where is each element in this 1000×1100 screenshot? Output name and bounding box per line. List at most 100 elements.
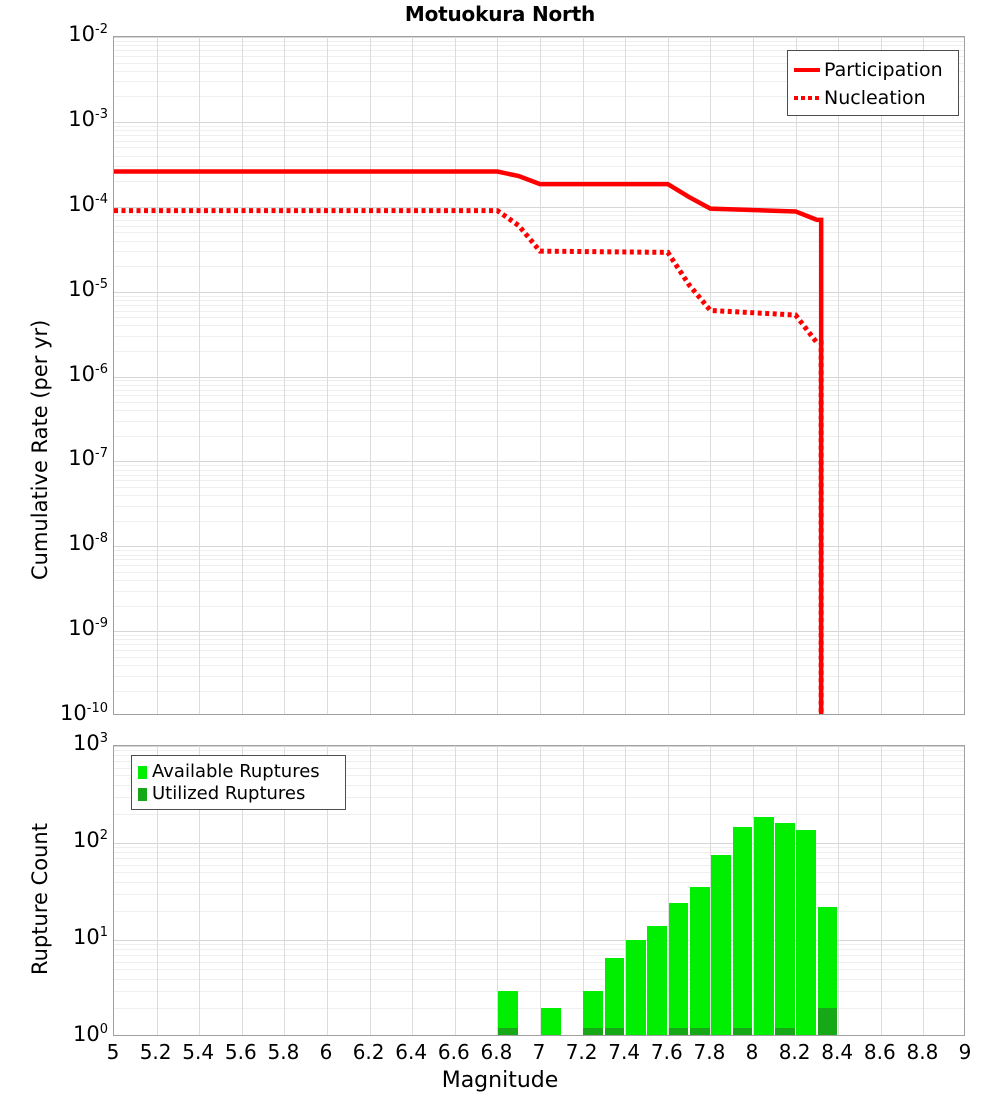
bar-available [753,817,774,1035]
gridline-minor [114,140,964,142]
gridline-minor [114,605,964,607]
x-tick-label: 8.6 [863,1040,896,1064]
gridline-minor [114,225,964,227]
bar-available [626,940,646,1035]
bar-available [732,827,753,1035]
gridline-vertical [412,746,414,1035]
rate-curves [114,169,824,714]
gridline-minor [114,910,964,912]
legend-label-nucleation: Nucleation [824,86,926,109]
gridline-minor [114,813,964,815]
gridline-vertical [625,37,627,714]
gridline-minor [114,639,964,641]
gridline-vertical [497,37,499,714]
gridline-minor [114,310,964,312]
y-tick-label: 103 [72,731,108,755]
gridline-minor [114,336,964,337]
bar-available [604,958,625,1035]
x-tick-label: 6.8 [480,1040,513,1064]
gridline-major [114,206,964,208]
page-title: Motuokura North [404,2,596,26]
gridline-minor [114,45,964,47]
gridline-minor [114,969,964,971]
gridline-minor [114,505,964,507]
gridline-minor [114,990,964,992]
dotted-line-icon [794,96,820,100]
gridline-vertical [540,746,541,1035]
legend-item-available: Available Ruptures [138,761,337,783]
gridline-minor [114,881,964,883]
gridline-minor [114,240,964,242]
gridline-vertical [497,746,499,1035]
x-tick-label: 8.2 [778,1040,811,1064]
gridline-minor [114,435,964,437]
rate-legend: Participation Nucleation [787,50,959,116]
bar-available [817,906,838,1035]
gridline-minor [114,96,964,98]
gridline-minor [114,210,964,212]
gridline-minor [114,474,964,476]
gridline-minor [114,944,964,946]
gridline-minor [114,62,964,64]
y-tick-label: 102 [72,828,108,852]
gridline-minor [114,251,964,253]
gridline-minor [114,219,964,221]
gridline-vertical [199,746,201,1035]
bar-utilized [583,1028,604,1035]
gridline-vertical [241,746,243,1035]
bar-utilized [689,1028,710,1035]
gridline-minor [114,644,964,646]
gridline-major [114,121,964,123]
gridline-vertical [582,37,584,714]
gridline-minor [114,130,964,132]
gridline-vertical [667,746,669,1035]
gridline-minor [114,635,964,636]
legend-item-participation: Participation [794,56,950,84]
gridline-vertical [795,746,797,1035]
gridline-minor [114,550,964,552]
y-tick-label: 100 [72,1022,108,1046]
gridline-major [114,746,964,747]
gridline-vertical [710,37,712,714]
gridline-vertical [753,746,754,1035]
x-tick-label: 7.6 [650,1040,683,1064]
gridline-minor [114,317,964,319]
gridline-vertical [454,746,456,1035]
gridline-minor [114,402,964,403]
x-tick-label: 5.6 [224,1040,257,1064]
bar-available [711,855,731,1035]
gridline-minor [114,420,964,422]
gridline-minor [114,1007,964,1009]
x-tick-label: 5.8 [267,1040,300,1064]
gridline-minor [114,125,964,127]
gridline-minor [114,465,964,467]
bar-utilized [498,1028,518,1035]
bar-utilized [817,1007,838,1035]
gridline-minor [114,590,964,592]
gridline-vertical [412,37,414,714]
gridline-vertical [327,37,328,714]
gridline-minor [114,571,964,573]
legend-label-participation: Participation [824,58,943,81]
gridline-vertical [327,746,328,1035]
gridline-minor [114,351,964,352]
x-tick-label: 6 [319,1040,333,1064]
legend-label-available: Available Ruptures [152,761,320,782]
gridline-minor [114,796,964,798]
gridline-minor [114,299,964,301]
gridline-minor [114,486,964,488]
gridline-vertical [369,37,371,714]
x-tick-label: 7.8 [693,1040,726,1064]
gridline-minor [114,215,964,216]
gridline-minor [114,656,964,658]
gridline-major [114,940,964,941]
gridline-minor [114,325,964,327]
gridline-minor [114,395,964,397]
gridline-vertical [625,746,627,1035]
y-tick-label: 10-5 [68,276,108,301]
bar-utilized [668,1028,689,1035]
gridline-minor [114,565,964,567]
gridline-vertical [923,746,925,1035]
gridline-minor [114,864,964,866]
